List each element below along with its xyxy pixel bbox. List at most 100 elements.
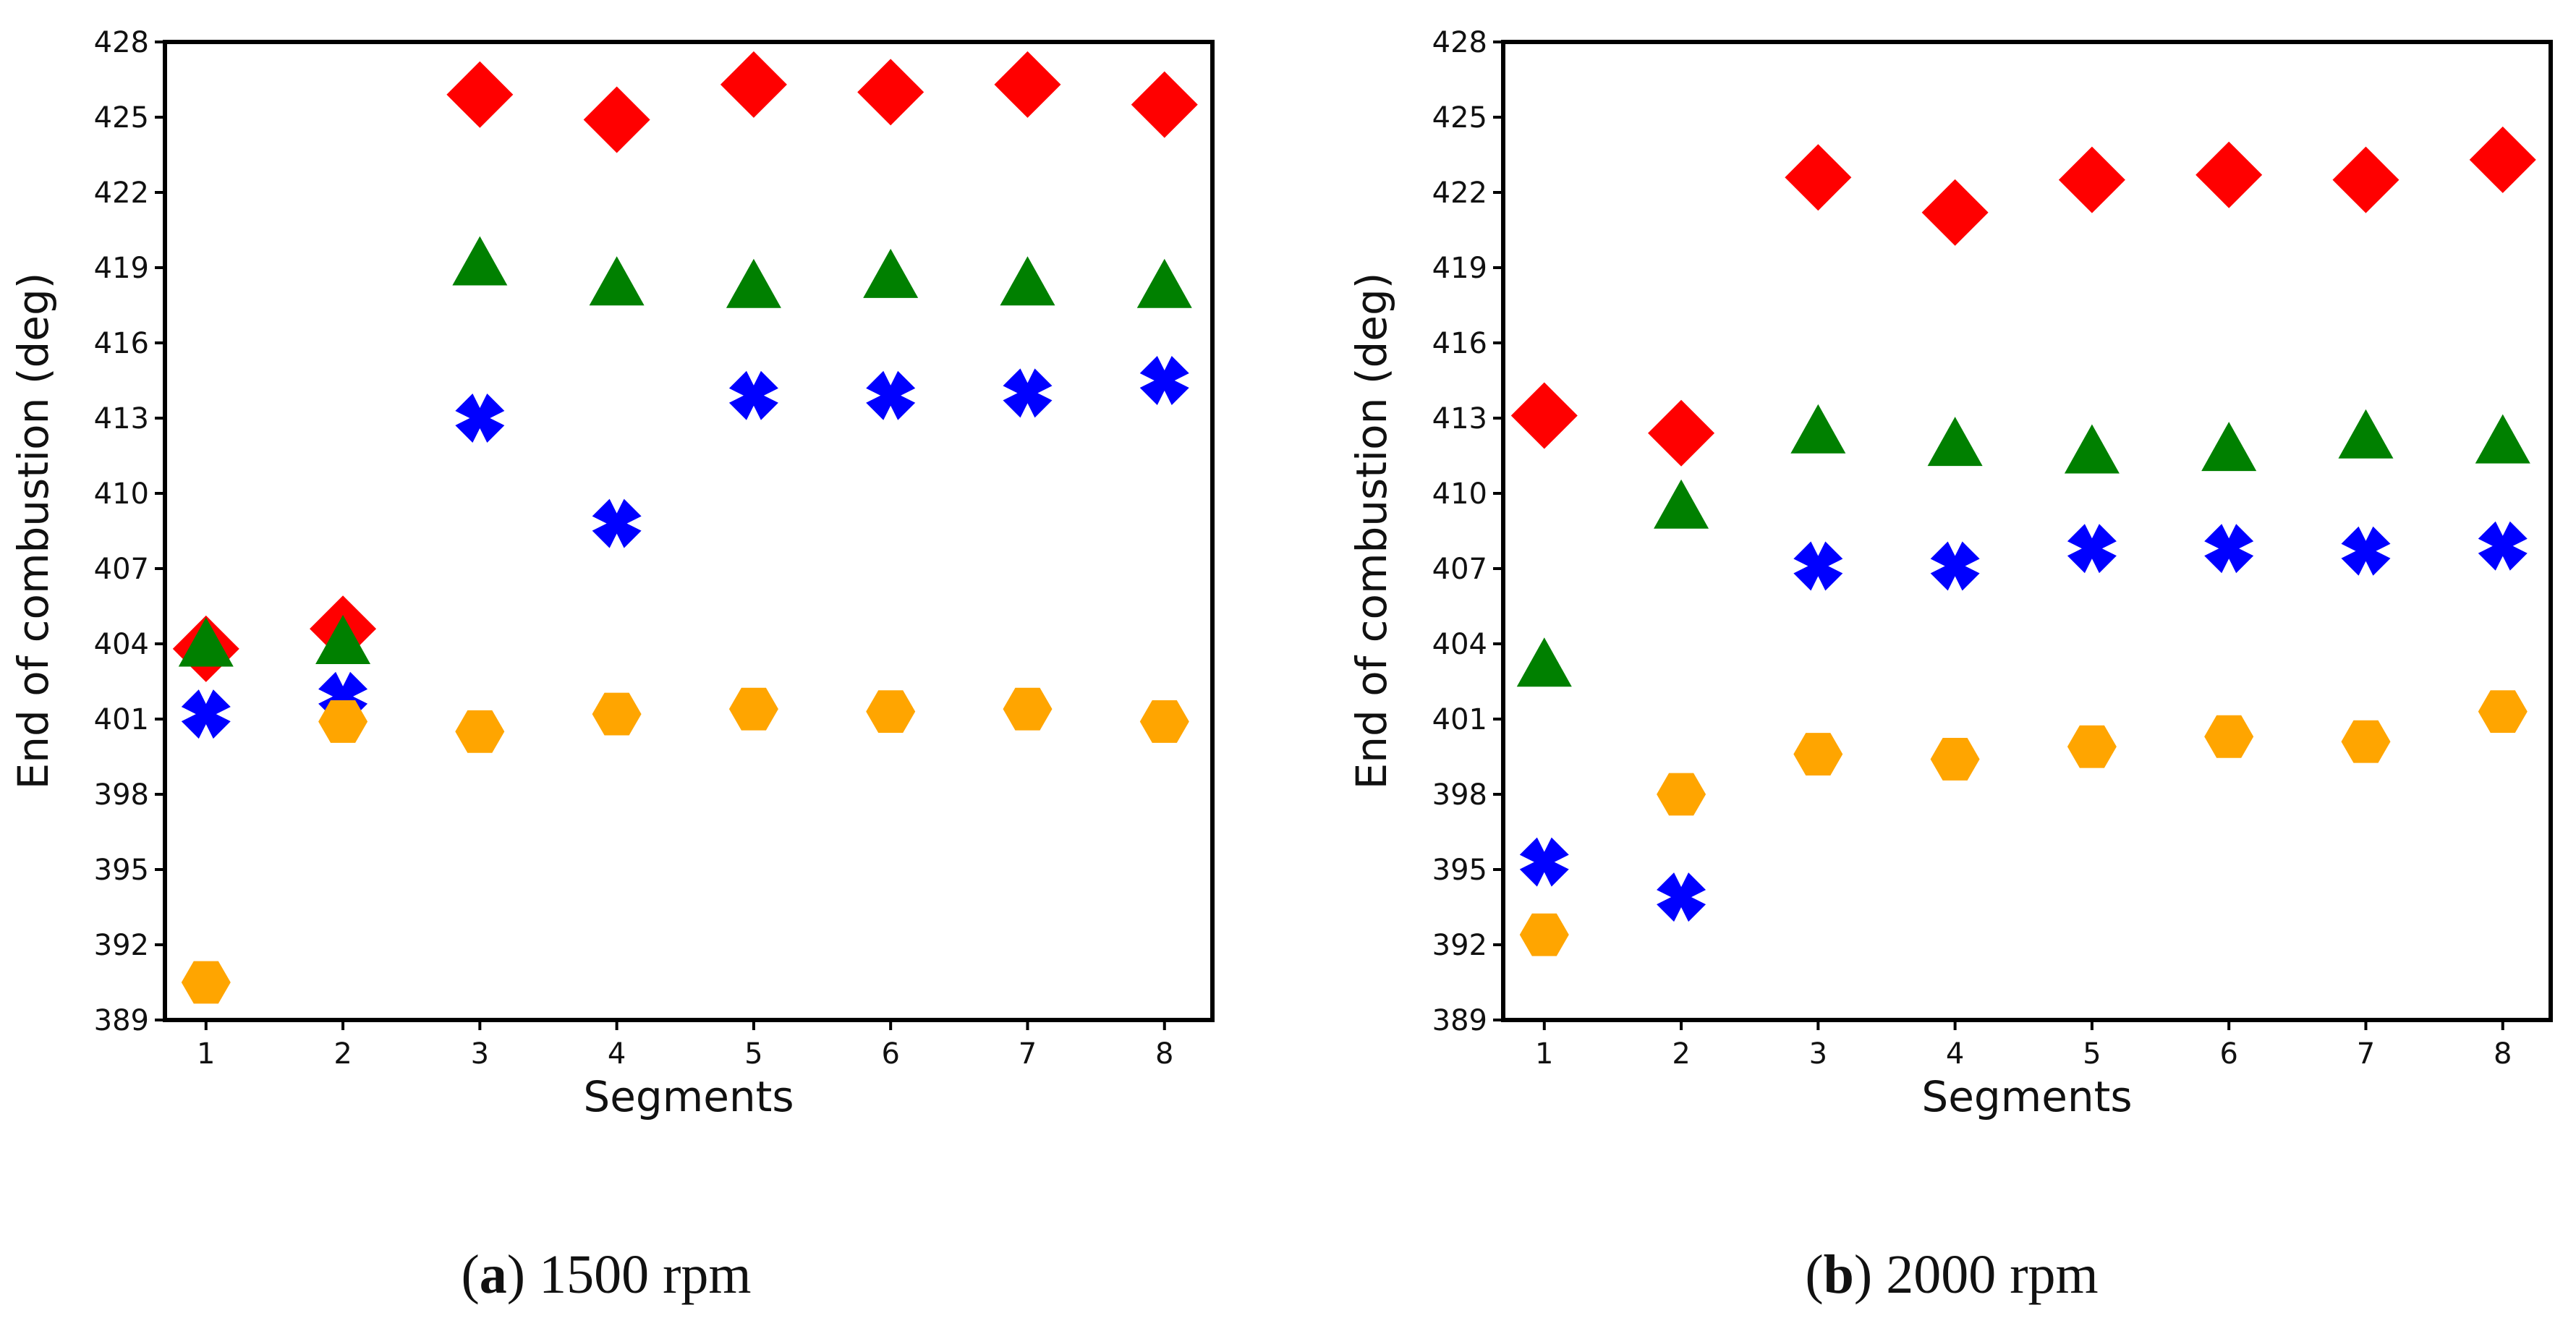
data-point-diamond <box>2195 141 2263 208</box>
x-tick-label: 5 <box>744 1037 762 1071</box>
data-point-x <box>728 370 778 420</box>
data-point-x <box>2067 524 2117 574</box>
data-point-hexagon <box>1139 700 1189 743</box>
data-point-triangle <box>1136 258 1192 308</box>
y-axis-title: End of combustion (deg) <box>1347 273 1396 790</box>
data-point-hexagon <box>728 687 778 731</box>
caption-letter: b <box>1824 1244 1854 1305</box>
data-point-hexagon <box>455 710 505 753</box>
y-tick-label: 422 <box>94 177 149 210</box>
data-point-hexagon <box>866 690 916 733</box>
data-point-triangle <box>1000 256 1055 306</box>
x-axis-title: Segments <box>1921 1072 2132 1121</box>
data-point-x <box>455 394 505 443</box>
x-tick-label: 5 <box>2083 1037 2101 1071</box>
data-point-x <box>1657 872 1706 922</box>
data-point-triangle <box>1927 417 1983 467</box>
x-tick-label: 4 <box>608 1037 626 1071</box>
y-tick-label: 410 <box>1432 477 1487 511</box>
x-tick-label: 3 <box>1809 1037 1827 1071</box>
x-tick-label: 7 <box>1019 1037 1037 1071</box>
data-point-x <box>181 689 231 739</box>
y-tick-label: 398 <box>1432 778 1487 812</box>
data-point-triangle <box>2475 414 2530 464</box>
data-point-diamond <box>994 51 1061 118</box>
data-point-x <box>1930 541 1980 591</box>
data-point-diamond <box>2058 146 2125 213</box>
data-point-triangle <box>589 256 645 306</box>
data-point-triangle <box>726 258 781 308</box>
y-tick-label: 425 <box>94 101 149 135</box>
data-point-hexagon <box>1930 738 1980 781</box>
y-tick-label: 413 <box>94 402 149 435</box>
caption-text: 2000 rpm <box>1886 1244 2098 1305</box>
panel-caption: (a) 1500 rpm <box>461 1244 751 1305</box>
data-point-hexagon <box>1657 773 1706 816</box>
y-tick-label: 419 <box>1432 252 1487 285</box>
data-point-diamond <box>2469 126 2536 193</box>
x-tick-label: 2 <box>333 1037 352 1071</box>
y-tick-label: 395 <box>94 854 149 887</box>
data-point-x <box>2478 521 2528 571</box>
y-tick-label: 428 <box>1432 26 1487 59</box>
data-point-x <box>1003 368 1053 418</box>
data-point-diamond <box>1510 382 1578 449</box>
data-point-diamond <box>1921 179 1989 246</box>
x-tick-label: 4 <box>1946 1037 1964 1071</box>
data-point-diamond <box>1785 144 1852 211</box>
data-point-x <box>2341 526 2391 576</box>
data-point-diamond <box>857 59 924 126</box>
chart-panel-a: 3893923953984014044074104134164194224254… <box>9 26 1215 1305</box>
data-point-hexagon <box>2478 690 2528 733</box>
data-point-hexagon <box>2067 725 2117 768</box>
data-point-hexagon <box>1519 913 1569 956</box>
y-tick-label: 413 <box>1432 402 1487 435</box>
chart-panel-b: 3893923953984014044074104134164194224254… <box>1347 26 2553 1305</box>
y-tick-label: 410 <box>94 477 149 511</box>
data-point-diamond <box>1648 399 1715 467</box>
data-point-triangle <box>2201 422 2257 472</box>
data-point-triangle <box>1516 637 1572 687</box>
x-tick-label: 1 <box>197 1037 215 1071</box>
data-point-triangle <box>2338 409 2394 459</box>
data-point-diamond <box>446 61 514 128</box>
panel-caption: (b) 2000 rpm <box>1805 1244 2098 1305</box>
x-tick-label: 1 <box>1535 1037 1553 1071</box>
y-tick-label: 422 <box>1432 177 1487 210</box>
plot-frame <box>1501 40 2553 1022</box>
y-tick-label: 404 <box>94 628 149 661</box>
y-tick-label: 407 <box>94 553 149 586</box>
data-point-hexagon <box>318 700 368 743</box>
caption-text: 1500 rpm <box>539 1244 751 1305</box>
data-point-x <box>1793 541 1843 591</box>
data-point-hexagon <box>2341 720 2391 763</box>
data-point-x <box>1139 356 1189 405</box>
x-axis-title: Segments <box>583 1072 794 1121</box>
x-tick-label: 3 <box>471 1037 489 1071</box>
y-tick-label: 395 <box>1432 854 1487 887</box>
y-tick-label: 392 <box>94 929 149 962</box>
y-tick-label: 416 <box>1432 327 1487 360</box>
plot-frame <box>163 40 1215 1022</box>
y-axis-title: End of combustion (deg) <box>9 273 58 790</box>
x-tick-label: 7 <box>2357 1037 2375 1071</box>
y-tick-label: 425 <box>1432 101 1487 135</box>
data-point-x <box>592 498 642 548</box>
data-point-hexagon <box>1003 687 1053 731</box>
data-point-diamond <box>2332 146 2399 213</box>
y-tick-label: 428 <box>94 26 149 59</box>
data-point-hexagon <box>181 961 231 1004</box>
data-point-diamond <box>1131 71 1198 138</box>
data-point-triangle <box>452 236 508 286</box>
y-tick-label: 389 <box>94 1004 149 1037</box>
data-point-triangle <box>1790 404 1846 454</box>
data-point-x <box>866 370 916 420</box>
x-tick-label: 8 <box>2494 1037 2512 1071</box>
y-tick-label: 389 <box>1432 1004 1487 1037</box>
caption-letter: a <box>480 1244 507 1305</box>
y-tick-label: 401 <box>1432 703 1487 736</box>
data-point-hexagon <box>592 692 642 736</box>
x-tick-label: 6 <box>2219 1037 2237 1071</box>
y-tick-label: 392 <box>1432 929 1487 962</box>
